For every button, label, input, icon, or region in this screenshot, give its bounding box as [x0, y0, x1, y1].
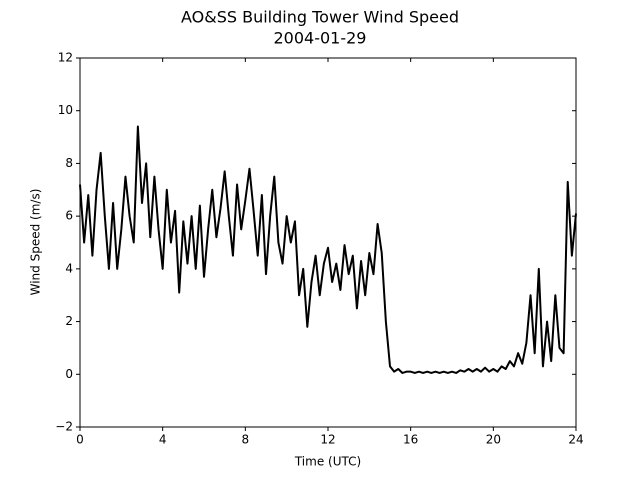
chart-subtitle: 2004-01-29	[274, 29, 367, 48]
y-tick-label: 8	[65, 156, 73, 170]
y-tick-label: 12	[58, 51, 73, 65]
y-tick-label: 2	[65, 314, 73, 328]
chart-title: AO&SS Building Tower Wind Speed	[181, 8, 459, 27]
x-tick-label: 16	[403, 433, 418, 447]
y-tick-label: 4	[65, 261, 73, 275]
x-tick-label: 8	[242, 433, 250, 447]
plot-frame	[79, 57, 577, 428]
y-tick-label: 0	[65, 367, 73, 381]
x-tick-label: 24	[568, 433, 583, 447]
y-tick-label: 10	[58, 103, 73, 117]
y-tick-label: −2	[55, 420, 73, 434]
x-tick-label: 12	[320, 433, 335, 447]
y-tick-label: 6	[65, 209, 73, 223]
x-tick-label: 0	[76, 433, 84, 447]
y-axis-label: Wind Speed (m/s)	[29, 189, 43, 296]
data-line	[79, 125, 577, 374]
x-axis-label: Time (UTC)	[294, 455, 361, 469]
x-tick-label: 20	[486, 433, 501, 447]
x-tick-label: 4	[159, 433, 167, 447]
